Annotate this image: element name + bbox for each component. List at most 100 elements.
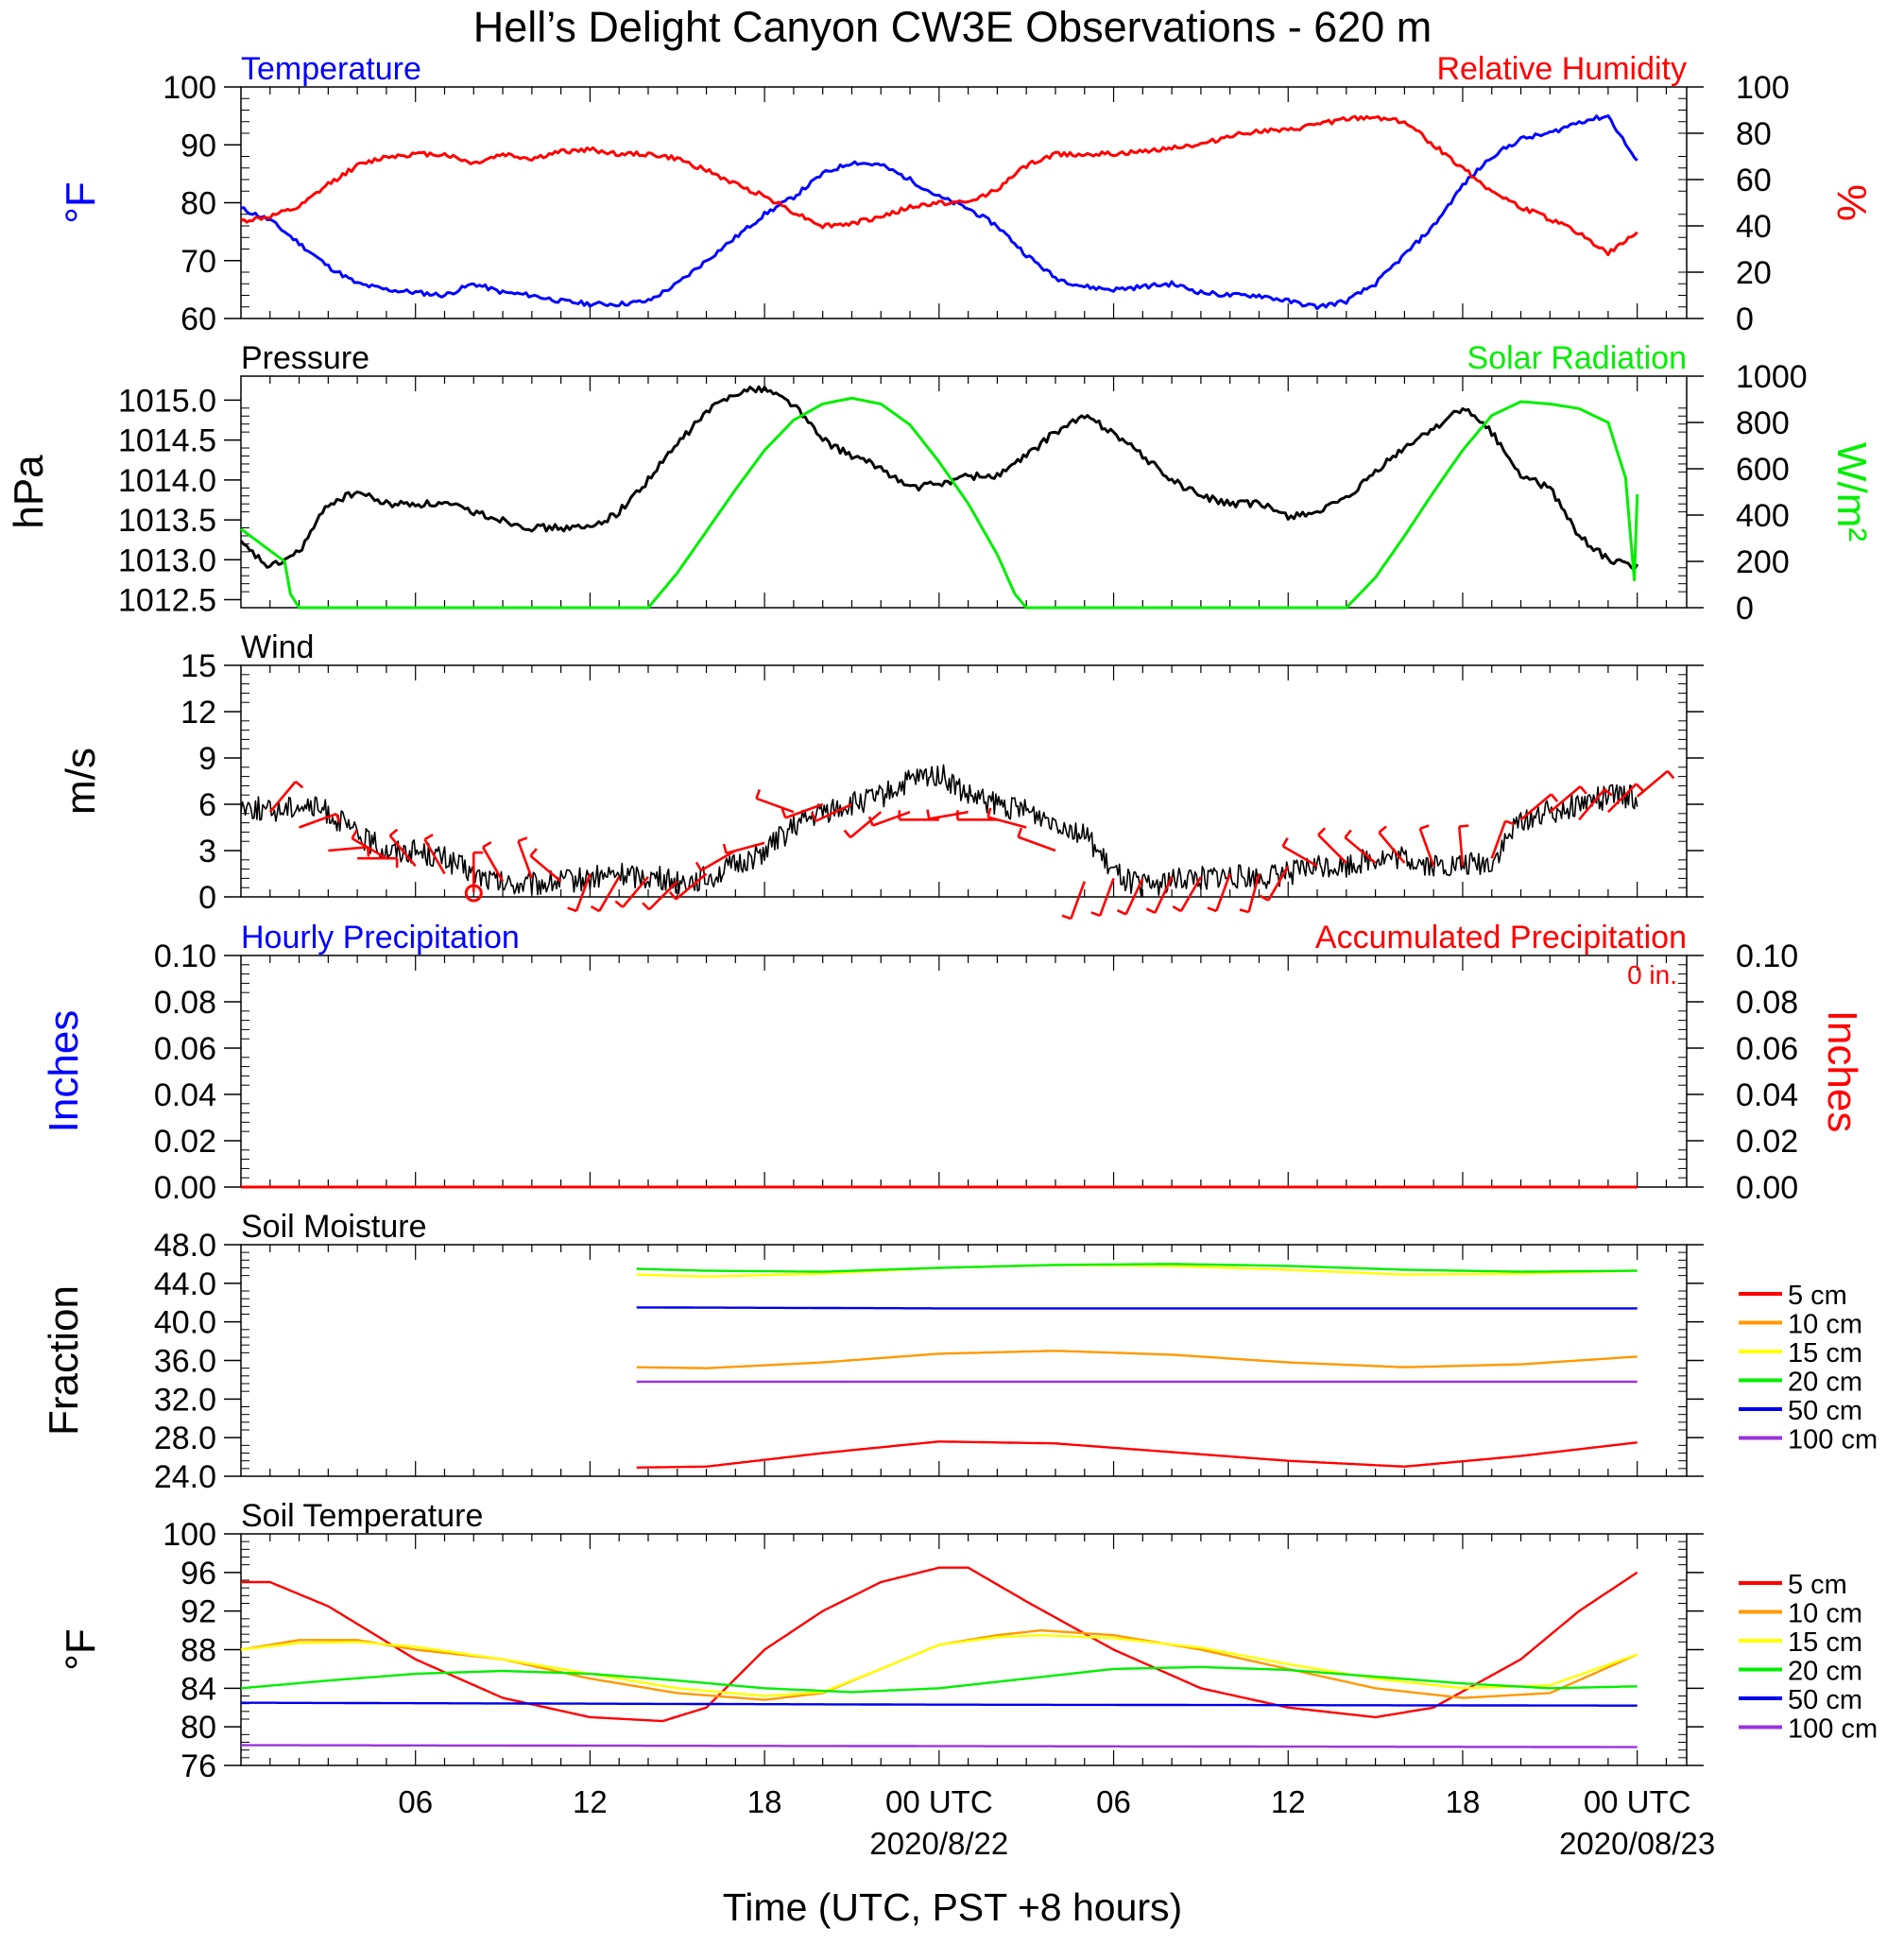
legend-label: 15 cm (1788, 1627, 1862, 1658)
wind-barb-flag (1061, 914, 1072, 921)
plot-frame (240, 955, 1688, 1188)
y-left-tick-label: 0.02 (154, 1124, 216, 1160)
wind-barb (1247, 873, 1261, 913)
y-axis-label-left: °F (58, 181, 104, 223)
wind-barb-flag (1504, 819, 1515, 826)
y-axis-label-left: m/s (58, 748, 104, 815)
panel-title-left: Soil Temperature (241, 1498, 483, 1534)
wind-barb-flag (1116, 909, 1127, 916)
y-left-tick-label: 1012.5 (118, 583, 216, 619)
y-right-tick-label: 0 (1736, 301, 1754, 337)
wind-barb-flag (1459, 824, 1469, 828)
wind-barb-flag (1635, 783, 1644, 792)
y-axis-label-left: °F (58, 1628, 104, 1670)
wind-barb (328, 846, 369, 852)
wind-barb (1317, 834, 1347, 864)
series-line (240, 764, 1638, 898)
x-date-label: 2020/8/22 (869, 1826, 1008, 1861)
panel-title-left: Soil Moisture (241, 1209, 427, 1245)
y-right-tick-label: 60 (1736, 163, 1772, 198)
legend-label: 5 cm (1788, 1281, 1847, 1311)
wind-barb (1578, 788, 1606, 821)
y-axis-label-left: hPa (6, 455, 52, 529)
wind-barb (700, 849, 736, 872)
wind-barb (575, 873, 592, 912)
wind-barb-flag (1090, 911, 1101, 918)
y-right-tick-label: 0 (1736, 591, 1754, 627)
y-left-tick-label: 44.0 (154, 1266, 216, 1302)
y-left-tick-label: 100 (163, 70, 216, 106)
legend-label: 20 cm (1788, 1657, 1862, 1687)
y-left-tick-label: 0.08 (154, 985, 216, 1021)
wind-barb (1458, 826, 1465, 867)
wind-barb-flag (518, 836, 528, 843)
wind-barb-flag (590, 905, 600, 913)
wind-barb-flag (1317, 827, 1327, 836)
wind-barb (388, 835, 417, 868)
series-line (241, 1566, 1638, 1723)
legend-label: 100 cm (1788, 1425, 1878, 1455)
y-left-tick-label: 48.0 (154, 1228, 216, 1264)
y-left-tick-label: 1014.0 (118, 463, 216, 499)
y-left-tick-label: 36.0 (154, 1344, 216, 1380)
y-left-tick-label: 3 (198, 834, 216, 869)
y-left-tick-label: 84 (180, 1671, 216, 1707)
legend-label: 10 cm (1788, 1310, 1862, 1340)
panel-precip: 0.00 0.02 0.04 0.06 0.08 0.10 0.00 0.02 0.04 0.06… (41, 920, 1865, 1206)
wind-barb-flag (351, 829, 358, 839)
y-left-tick-label: 0.04 (154, 1077, 216, 1113)
wind-barb-flag (1550, 793, 1559, 802)
y-left-tick-label: 32.0 (154, 1382, 216, 1418)
wind-barb (1606, 783, 1638, 814)
x-tick-label: 00 UTC (885, 1784, 993, 1819)
series-line (636, 1440, 1638, 1469)
wind-barb (1215, 873, 1231, 912)
y-right-tick-label: 600 (1736, 452, 1790, 488)
panel-title-left: Wind (241, 629, 314, 665)
y-right-tick-label: 100 (1736, 70, 1790, 106)
y-right-tick-label: 400 (1736, 498, 1790, 534)
wind-barb-flag (1419, 824, 1430, 831)
wind-barb (1124, 877, 1144, 916)
wind-barb (621, 875, 649, 908)
wind-barb-flag (986, 807, 992, 818)
y-left-tick-label: 96 (180, 1556, 216, 1592)
series-line (636, 1350, 1638, 1369)
series-line (240, 1665, 1638, 1694)
y-left-tick-label: 15 (180, 648, 216, 684)
wind-barb-flag (567, 906, 577, 913)
wind-barb (815, 802, 853, 822)
plot-frame (240, 664, 1688, 898)
y-left-tick-label: 90 (180, 128, 216, 164)
y-left-tick-label: 24.0 (154, 1459, 216, 1495)
y-right-tick-label: 0.08 (1736, 985, 1798, 1021)
y-left-tick-label: 1013.0 (118, 542, 216, 578)
wind-barb-flag (482, 841, 492, 849)
series-line (240, 396, 1639, 610)
y-right-tick-label: 0.10 (1736, 938, 1798, 974)
wind-barb (1378, 832, 1406, 864)
y-axis-label-left: Inches (41, 1010, 87, 1133)
wind-barb-flag (1172, 905, 1182, 913)
y-left-tick-label: 0 (198, 880, 216, 916)
y-axis-label-right: % (1828, 184, 1875, 221)
wind-barb (423, 838, 446, 875)
wind-barb (872, 810, 911, 827)
wind-barb (675, 872, 708, 901)
series-line (241, 1744, 1638, 1748)
series-line (240, 114, 1638, 257)
panel-title-left: Hourly Precipitation (241, 920, 520, 955)
y-right-tick-label: 0.04 (1736, 1077, 1798, 1113)
y-right-tick-label: 20 (1736, 255, 1772, 291)
wind-barb-flag (1579, 785, 1587, 795)
y-left-tick-label: 28.0 (154, 1420, 216, 1456)
series-line (241, 114, 1638, 311)
y-left-tick-label: 70 (180, 244, 216, 280)
series-line (636, 1264, 1638, 1278)
chart-title: Hell’s Delight Canyon CW3E Observations … (473, 3, 1432, 51)
wind-barb (517, 840, 534, 879)
y-right-tick-label: 0.02 (1736, 1124, 1798, 1160)
x-tick-label: 12 (1271, 1784, 1306, 1819)
